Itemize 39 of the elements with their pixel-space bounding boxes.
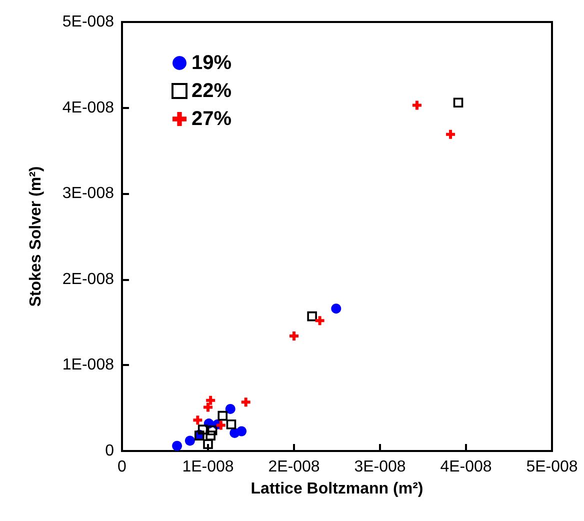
point [241, 398, 250, 407]
x-axis-title: Lattice Boltzmann (m²) [250, 480, 424, 498]
x-tick-label: 0 [118, 458, 127, 476]
y-axis-title: Stokes Solver (m²) [28, 166, 44, 307]
point [206, 430, 216, 440]
point [218, 410, 228, 421]
point [203, 439, 213, 450]
point [290, 332, 298, 341]
point [412, 100, 422, 110]
point [446, 130, 456, 139]
point [315, 316, 324, 326]
point [453, 98, 464, 108]
y-tick-label: 4E-008 [62, 99, 114, 116]
y-tick-label: 5E-008 [62, 14, 114, 30]
x-tick-label: 1E-008 [182, 458, 234, 476]
legend-label: 19% [192, 52, 232, 74]
y-tick-label: 1E-008 [62, 356, 114, 374]
x-tick-label: 5E-008 [526, 458, 578, 476]
point [193, 416, 202, 425]
y-tick-label: 3E-008 [62, 185, 114, 202]
point [172, 440, 182, 451]
y-tick-label: 2E-008 [62, 270, 114, 288]
legend-label: 27% [192, 108, 232, 130]
legend-label: 22% [192, 80, 232, 102]
point [226, 420, 236, 430]
point [307, 311, 317, 322]
y-tick-label: 0 [105, 442, 114, 460]
point [225, 404, 236, 414]
point [198, 424, 208, 434]
x-tick-label: 2E-008 [268, 458, 320, 476]
x-tick-label: 3E-008 [354, 458, 406, 476]
point [236, 426, 247, 436]
point [216, 420, 226, 430]
x-tick-label: 4E-008 [440, 458, 492, 476]
point [207, 426, 218, 436]
point [206, 396, 216, 405]
point [331, 304, 342, 314]
point [184, 436, 195, 446]
point [204, 402, 212, 412]
